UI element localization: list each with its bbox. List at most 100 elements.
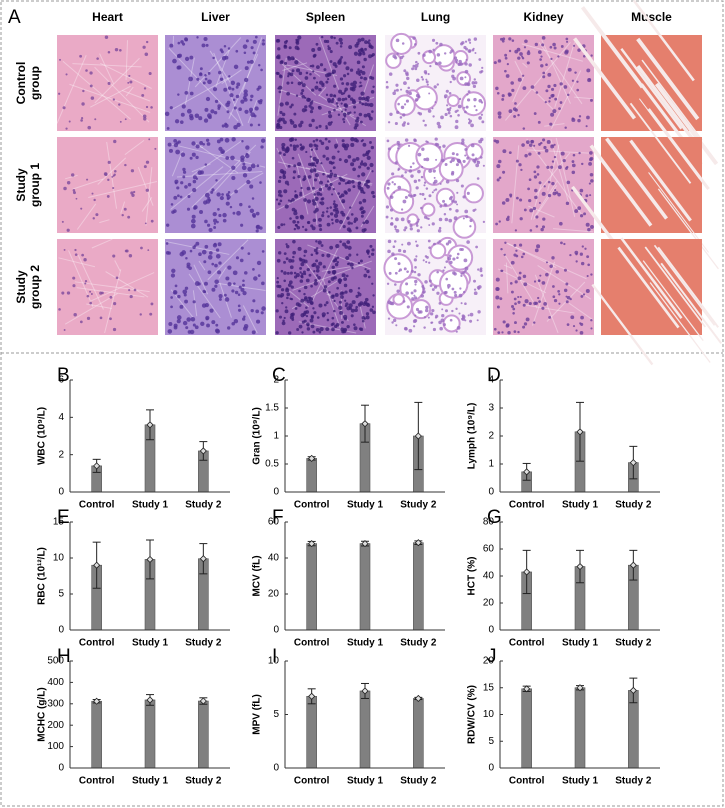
nucleus <box>295 273 300 278</box>
nucleus <box>565 282 569 286</box>
nucleus <box>202 81 206 85</box>
nucleus <box>278 193 281 197</box>
tissue-fibre <box>505 262 509 294</box>
nucleus <box>350 142 355 147</box>
nucleus <box>256 87 260 91</box>
nucleus <box>407 194 411 197</box>
nucleus <box>366 303 371 307</box>
nucleus <box>312 330 316 334</box>
nucleus <box>369 308 374 312</box>
alveolus-wall <box>463 183 484 204</box>
nucleus <box>559 82 563 86</box>
nucleus <box>407 241 411 246</box>
y-tick-label: 5 <box>58 589 64 600</box>
histology-image <box>383 137 486 239</box>
nucleus <box>299 191 303 195</box>
nucleus <box>343 277 348 282</box>
nucleus <box>431 191 434 194</box>
nucleus <box>332 187 336 191</box>
nucleus <box>179 195 183 199</box>
histology-image <box>165 239 266 335</box>
nucleus <box>456 326 461 330</box>
nucleus <box>589 156 594 161</box>
nucleus <box>359 84 363 88</box>
nucleus <box>478 139 483 144</box>
tissue-fibre <box>291 276 345 310</box>
nucleus <box>329 245 334 250</box>
nucleus <box>369 141 372 144</box>
nucleus <box>206 323 210 328</box>
nucleus <box>340 210 344 215</box>
nucleus <box>422 53 426 57</box>
tissue-fibre <box>99 219 110 224</box>
tissue-fibre <box>537 265 592 300</box>
nucleus <box>583 212 587 216</box>
nucleus <box>58 92 61 95</box>
nucleus <box>520 255 524 259</box>
nucleus <box>245 145 250 150</box>
nucleus <box>413 258 417 262</box>
nucleus <box>311 64 315 68</box>
nucleus <box>471 81 476 85</box>
nucleus <box>309 318 314 323</box>
nucleus <box>410 291 414 295</box>
nucleus <box>578 115 582 118</box>
nucleus <box>166 223 170 227</box>
nucleus <box>550 112 555 117</box>
nucleus <box>106 195 110 198</box>
nucleus <box>357 181 361 185</box>
bar <box>359 690 371 769</box>
nucleus <box>393 191 396 194</box>
nucleus <box>233 125 238 130</box>
nucleus <box>445 180 450 184</box>
nucleus <box>359 120 363 124</box>
nucleus <box>360 139 363 143</box>
tissue-gap <box>647 108 710 191</box>
nucleus <box>400 208 404 211</box>
nucleus <box>231 175 236 181</box>
nucleus <box>460 141 465 145</box>
nucleus <box>167 251 171 255</box>
nucleus <box>328 114 333 119</box>
nucleus <box>580 214 584 218</box>
nucleus <box>90 293 93 295</box>
nucleus <box>404 226 408 230</box>
nucleus <box>292 146 297 151</box>
nucleus <box>461 317 466 321</box>
nucleus <box>327 121 332 126</box>
nucleus <box>356 116 360 120</box>
nucleus <box>360 37 365 42</box>
nucleus <box>473 97 477 102</box>
nucleus <box>466 98 471 102</box>
nucleus <box>255 309 260 314</box>
nucleus <box>176 315 182 320</box>
nucleus <box>540 141 543 145</box>
nucleus <box>300 91 304 95</box>
y-tick-label: 400 <box>47 677 64 688</box>
nucleus <box>518 271 522 275</box>
nucleus <box>521 57 525 60</box>
nucleus <box>319 63 324 67</box>
nucleus <box>581 245 584 248</box>
nucleus <box>366 269 370 274</box>
y-tick-label: 10 <box>268 656 280 667</box>
nucleus <box>436 53 441 57</box>
nucleus <box>276 280 280 284</box>
nucleus <box>449 160 453 164</box>
nucleus <box>428 246 431 249</box>
nucleus <box>513 297 517 301</box>
nucleus <box>521 143 525 147</box>
nucleus <box>72 191 76 195</box>
nucleus <box>195 155 199 160</box>
nucleus <box>514 302 517 306</box>
nucleus <box>331 327 335 332</box>
nucleus <box>341 329 345 334</box>
nucleus <box>275 198 279 201</box>
y-axis-label: RBC (10¹²/L) <box>37 547 48 605</box>
nucleus <box>550 144 555 149</box>
tissue-gap <box>636 65 700 148</box>
x-tick-label: Control <box>509 776 545 787</box>
panel-label: G <box>487 507 502 528</box>
nucleus <box>243 51 247 55</box>
nucleus <box>330 218 334 222</box>
